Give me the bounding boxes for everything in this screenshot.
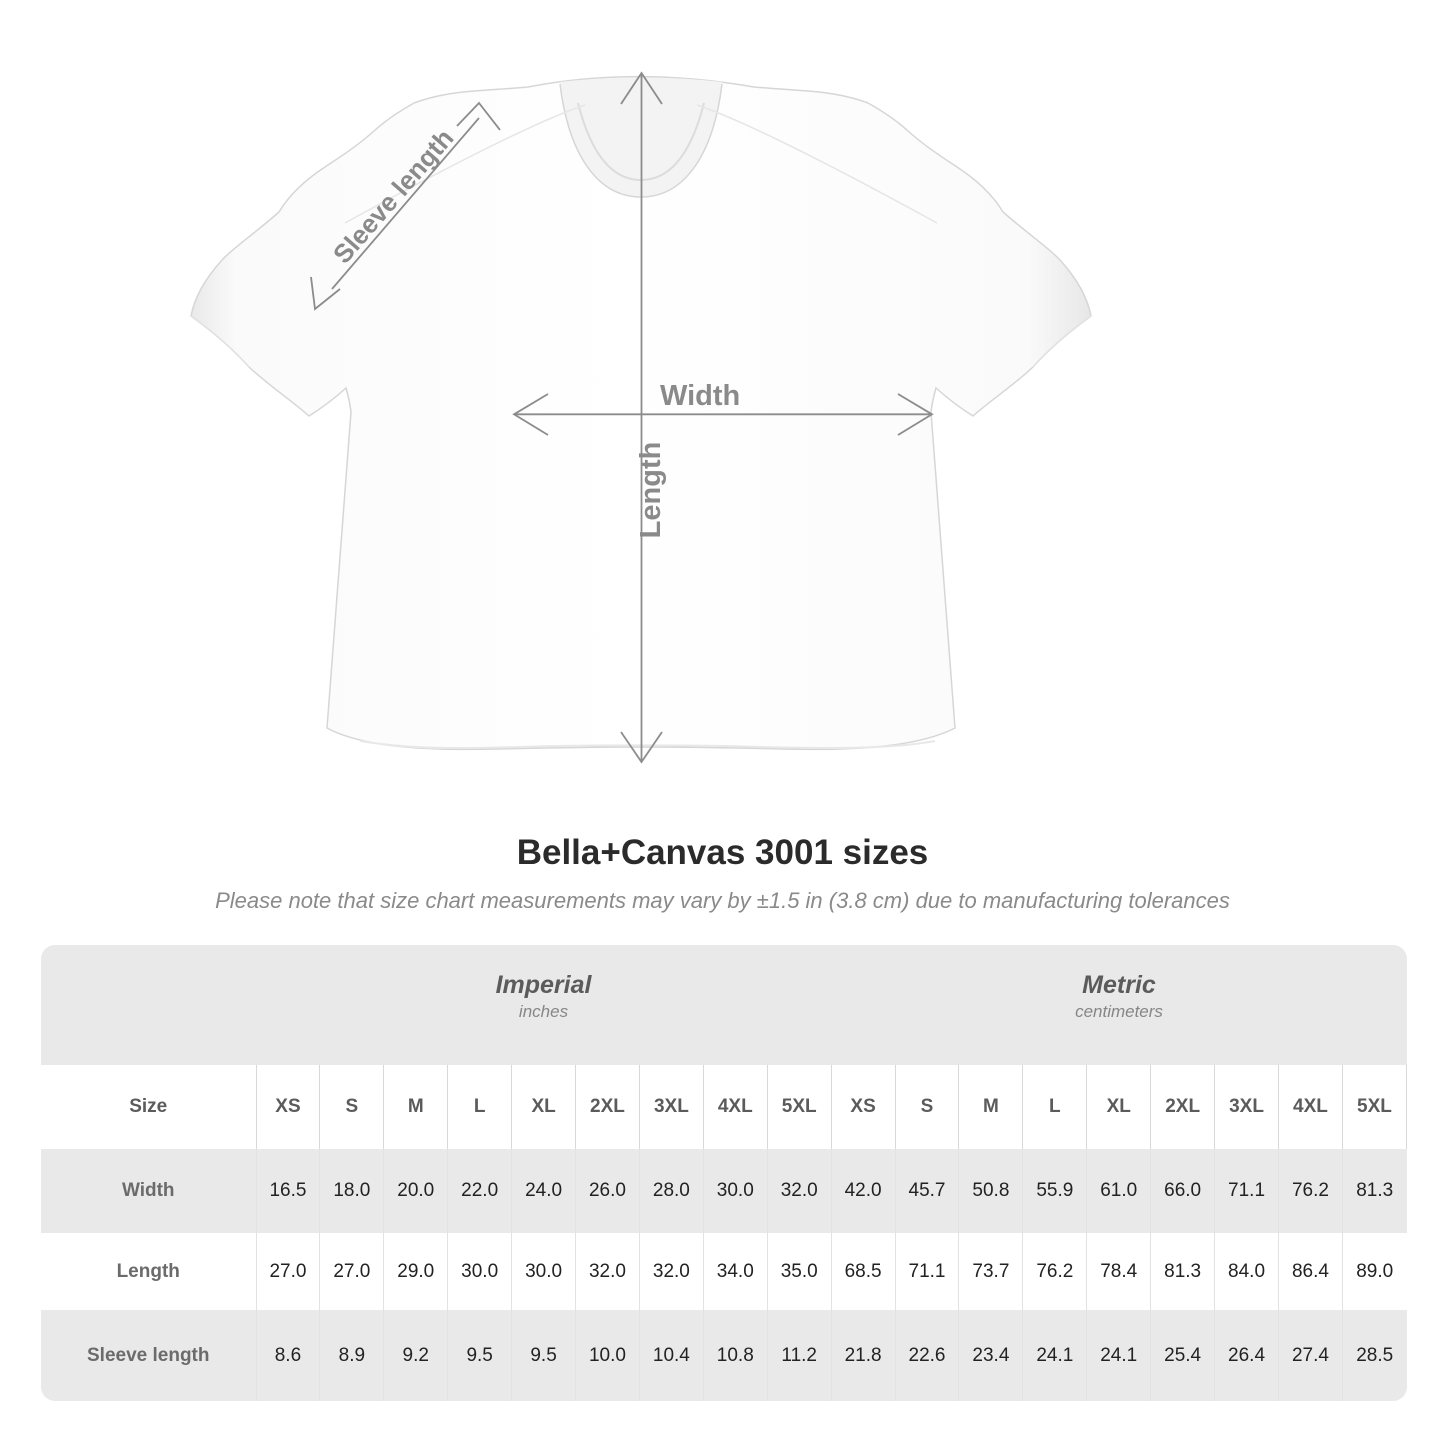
svg-text:Length: Length xyxy=(635,442,667,539)
svg-text:Width: Width xyxy=(660,380,740,412)
